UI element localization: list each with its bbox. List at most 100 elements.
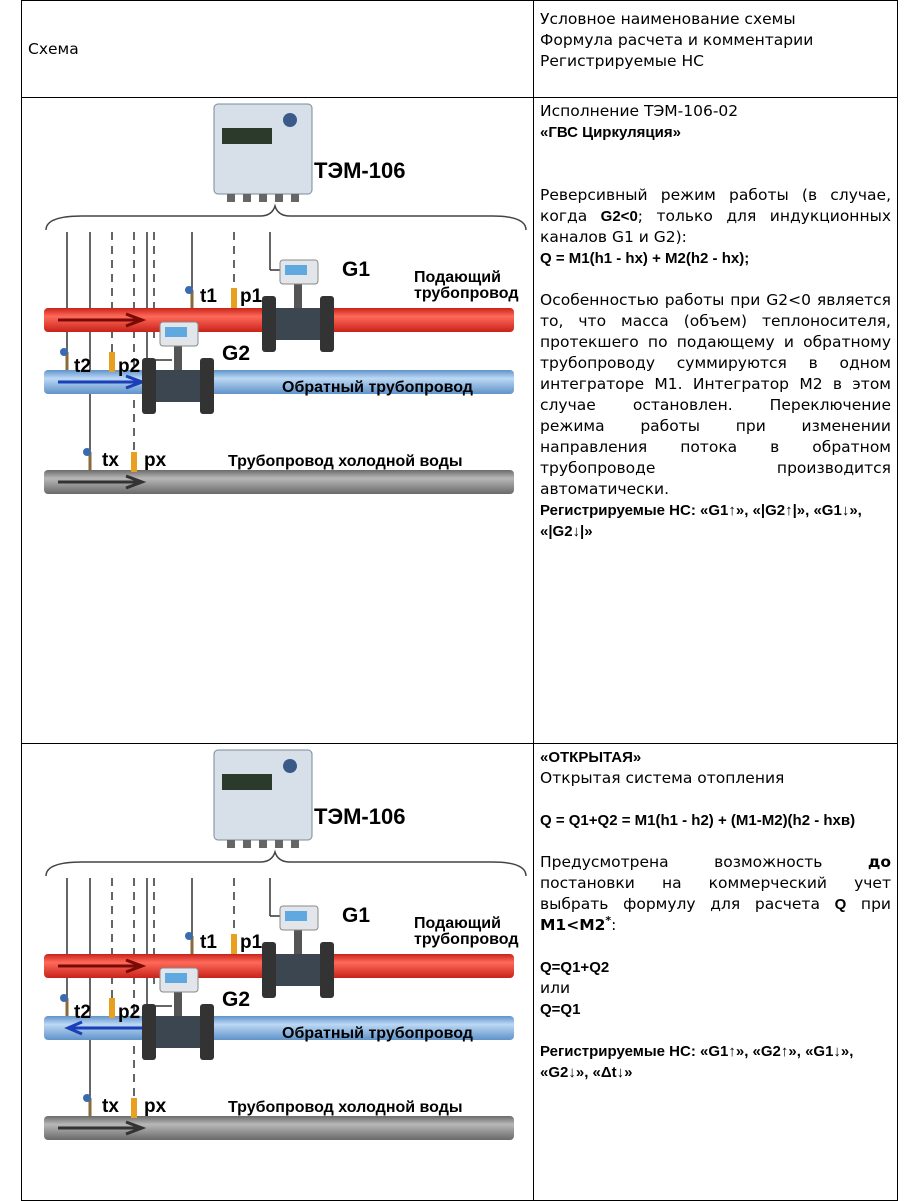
temp-sensor-head — [60, 348, 68, 356]
description-cell: Исполнение ТЭМ-106-02 «ГВС Циркуляция» Р… — [533, 97, 898, 744]
text: Реверсивный режим работы (в случае, когд… — [540, 185, 891, 248]
flange — [142, 1004, 156, 1060]
text: Исполнение ТЭМ-106-02 — [540, 102, 739, 120]
diagram-cell: ТЭМ-106 G1 t1 p1 Подающий трубопровод G2 Обратн… — [21, 97, 534, 744]
diagram-label: t2 — [74, 356, 91, 377]
brace — [45, 849, 527, 877]
meter-screen — [165, 327, 187, 337]
header-row: Схема Условное наименование схемы Формул… — [21, 0, 898, 98]
text: или — [540, 979, 571, 997]
formula: Q = Q1+Q2 = M1(h1 - h2) + (M1-M2)(h2 - h… — [540, 812, 856, 829]
formula: Q=Q1+Q2 — [540, 959, 610, 976]
device-port — [227, 194, 235, 202]
flange — [262, 296, 276, 352]
device-screen — [222, 128, 272, 144]
meter-stem — [294, 282, 302, 308]
scheme-name: «ОТКРЫТАЯ» — [540, 749, 642, 766]
device-port — [259, 840, 267, 848]
pressure-sensor — [231, 934, 237, 954]
header-cell: Условное наименование схемы Формула расч… — [533, 0, 898, 98]
flow-arrow — [58, 312, 147, 328]
flow-arrow — [58, 958, 147, 974]
flow-arrow — [64, 1020, 142, 1036]
device-port — [259, 194, 267, 202]
header-cell: Схема — [21, 0, 534, 98]
temp-sensor-head — [83, 1094, 91, 1102]
flange — [142, 358, 156, 414]
device-port — [275, 840, 283, 848]
pressure-sensor — [131, 1098, 137, 1118]
header-text: Регистрируемые НС — [540, 52, 704, 70]
diagram-label: px — [144, 1096, 167, 1117]
pressure-sensor — [109, 998, 115, 1018]
temp-sensor-head — [60, 994, 68, 1002]
flow-arrow — [58, 474, 147, 490]
pipe — [44, 1116, 514, 1140]
diagram-label: t2 — [74, 1002, 91, 1023]
meter-screen — [285, 911, 307, 921]
text: Q — [834, 896, 847, 913]
pressure-sensor — [231, 288, 237, 308]
text: Реверсивный режим работы (в случае, когд… — [540, 186, 891, 225]
diagram-label: t1 — [200, 932, 217, 953]
diagram-label: G1 — [342, 904, 370, 927]
meter-body — [156, 370, 200, 402]
diagram-label: px — [144, 450, 167, 471]
table-row: ТЭМ-106 G1 t1 p1 Подающий трубопровод G2 Обратн… — [21, 743, 898, 1201]
diagram-label: G2 — [222, 342, 250, 365]
events: Регистрируемые НС: «G1↑», «G2↑», «G1↓», … — [540, 1043, 854, 1081]
text: постановки на коммерческий учет выбрать … — [540, 874, 891, 913]
flange — [320, 942, 334, 998]
device-label: ТЭМ-106 — [314, 158, 405, 183]
meter-stem — [174, 344, 182, 370]
text: Предусмотрена возможность — [540, 853, 868, 871]
device-port — [243, 194, 251, 202]
diagram-label: t1 — [200, 286, 217, 307]
flange — [262, 942, 276, 998]
flange — [320, 296, 334, 352]
temp-sensor-head — [185, 286, 193, 294]
device-label: ТЭМ-106 — [314, 804, 405, 829]
diagram-label: Подающий — [414, 269, 501, 286]
diagram-label: p1 — [240, 932, 263, 953]
device — [213, 103, 313, 195]
pipe — [44, 470, 514, 494]
scheme-name: «ГВС Циркуляция» — [540, 124, 681, 141]
temp-sensor-head — [83, 448, 91, 456]
meter-screen — [285, 265, 307, 275]
diagram-label: tx — [102, 450, 119, 471]
meter-screen — [165, 973, 187, 983]
temp-sensor-head — [185, 932, 193, 940]
diagram-label: p2 — [118, 1002, 140, 1023]
flange — [200, 1004, 214, 1060]
device-port — [243, 840, 251, 848]
text: : — [611, 916, 617, 934]
diagram-label: Обратный трубопровод — [282, 379, 473, 396]
flow-arrow — [58, 1120, 147, 1136]
diagram-label: G2 — [222, 988, 250, 1011]
text: до — [867, 853, 891, 871]
scheme-table: Схема Условное наименование схемы Формул… — [21, 0, 898, 1201]
diagram-label: G1 — [342, 258, 370, 281]
text: Предусмотрена возможность до постановки … — [540, 852, 891, 936]
description-cell: «ОТКРЫТАЯ» Открытая система отопления Q … — [533, 743, 898, 1201]
table-row: ТЭМ-106 G1 t1 p1 Подающий трубопровод G2 Обратн… — [21, 97, 898, 744]
device — [213, 749, 313, 841]
diagram-label: Обратный трубопровод — [282, 1025, 473, 1042]
diagram-label: Подающий — [414, 915, 501, 932]
header-text: Схема — [28, 39, 79, 58]
pressure-sensor — [131, 452, 137, 472]
meter-body — [276, 954, 320, 986]
text: ; только для индукционных каналов G1 и G… — [540, 207, 891, 246]
events: Регистрируемые НС: «G1↑», «|G2↑|», «G1↓»… — [540, 502, 862, 540]
diagram-cell: ТЭМ-106 G1 t1 p1 Подающий трубопровод G2 Обратн… — [21, 743, 534, 1201]
diagram-label: Трубопровод холодной воды — [228, 1099, 463, 1116]
text: при — [846, 895, 891, 913]
diagram-label: трубопровод — [414, 931, 519, 948]
flange — [200, 358, 214, 414]
device-screen — [222, 774, 272, 790]
device-logo — [283, 759, 297, 773]
text: * — [605, 913, 612, 927]
